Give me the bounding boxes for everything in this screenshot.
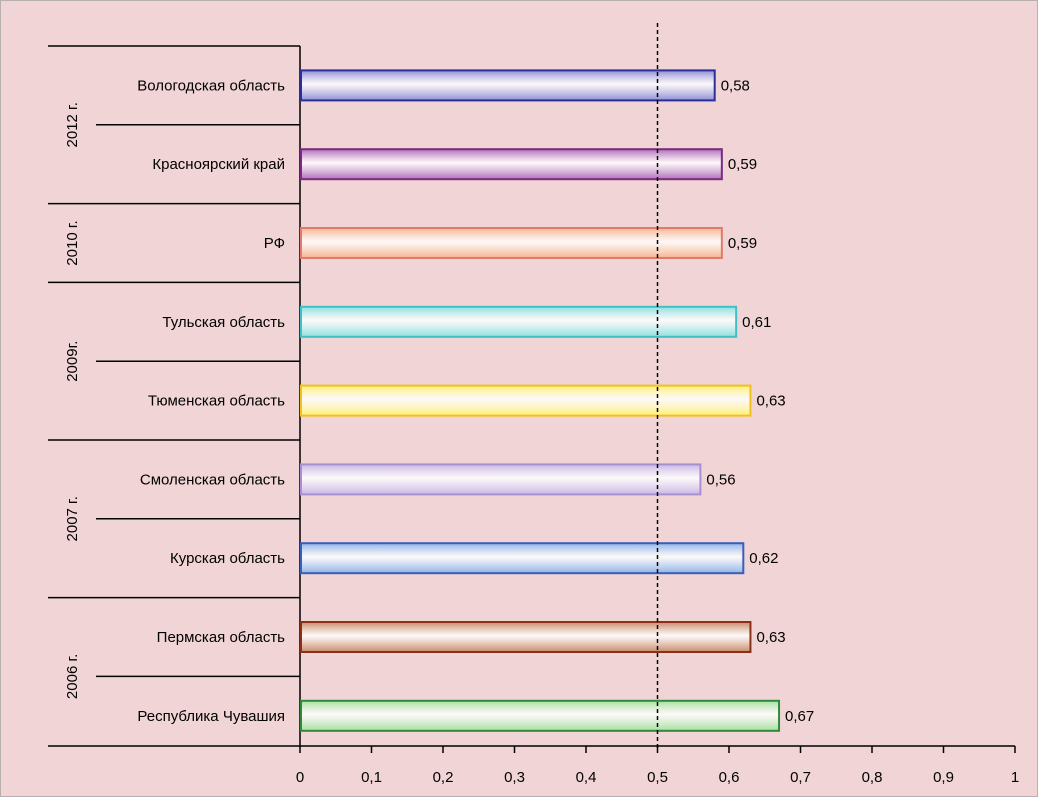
bar xyxy=(300,542,745,575)
bar xyxy=(300,305,738,338)
x-tick-label: 1 xyxy=(1011,769,1019,786)
value-label: 0,62 xyxy=(749,550,778,567)
group-label: 2006 г. xyxy=(64,654,81,699)
bar xyxy=(300,699,781,732)
x-tick-label: 0,2 xyxy=(433,769,454,786)
category-label: Республика Чувашия xyxy=(137,708,285,725)
value-label: 0,67 xyxy=(785,708,814,725)
value-label: 0,59 xyxy=(728,235,757,252)
value-label: 0,61 xyxy=(742,314,771,331)
category-label: Пермская область xyxy=(157,629,286,646)
value-label: 0,56 xyxy=(706,471,735,488)
bar xyxy=(300,148,723,181)
group-label: 2007 г. xyxy=(64,496,81,541)
group-label: 2012 г. xyxy=(64,102,81,147)
x-tick-label: 0,7 xyxy=(790,769,811,786)
category-label: Вологодская область xyxy=(137,77,285,94)
bar xyxy=(300,463,702,496)
x-tick-label: 0,8 xyxy=(862,769,883,786)
category-label: Курская область xyxy=(170,550,285,567)
bar xyxy=(300,384,752,417)
category-label: Тульская область xyxy=(162,314,285,331)
x-tick-label: 0,5 xyxy=(647,769,668,786)
x-tick-label: 0,6 xyxy=(719,769,740,786)
bar xyxy=(300,69,716,102)
x-tick-label: 0 xyxy=(296,769,304,786)
value-label: 0,63 xyxy=(756,393,785,410)
category-label: Смоленская область xyxy=(140,471,285,488)
group-label: 2010 г. xyxy=(64,220,81,265)
value-label: 0,63 xyxy=(756,629,785,646)
x-tick-label: 0,1 xyxy=(361,769,382,786)
x-tick-label: 0,4 xyxy=(576,769,597,786)
x-tick-label: 0,3 xyxy=(504,769,525,786)
group-label: 2009г. xyxy=(64,341,81,382)
category-label: Красноярский край xyxy=(152,156,285,173)
x-tick-label: 0,9 xyxy=(933,769,954,786)
category-label: Тюменская область xyxy=(148,393,285,410)
bar xyxy=(300,227,723,259)
value-label: 0,59 xyxy=(728,156,757,173)
value-label: 0,58 xyxy=(721,77,750,94)
bar xyxy=(300,621,752,653)
category-label: РФ xyxy=(264,235,285,252)
